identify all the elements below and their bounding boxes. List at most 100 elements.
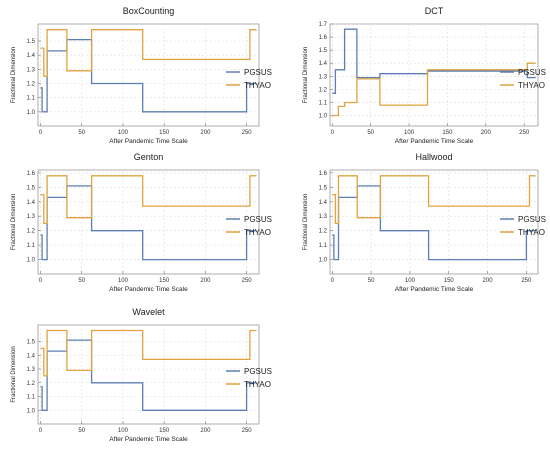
y-tick-label: 1.6 [319,171,328,177]
y-tick-label: 1.6 [319,35,328,41]
y-tick-label: 1.3 [27,67,36,73]
y-tick-label: 1.5 [27,185,36,191]
x-axis-label: After Pandemic Time Scale [395,286,474,293]
x-tick-label: 150 [159,278,170,284]
x-tick-label: 0 [39,278,43,284]
x-tick-label: 250 [521,278,532,284]
series-line-thyao [332,62,536,117]
legend-label-thyao: THYAO [244,380,271,389]
plot-frame [329,23,539,127]
chart-title: BoxCounting [123,6,175,16]
legend-label-pgsus: PGSUS [518,215,546,224]
y-tick-label: 1.3 [319,214,328,220]
y-axis-label: Fractional Dimension [11,194,17,250]
x-tick-label: 200 [483,278,494,284]
x-tick-label: 50 [78,278,85,284]
chart-panel-2: DCT 0 50 100 150 200 250 1.0 1.1 1.2 1.3 1.4 1.5 1.6 1… [303,6,546,145]
x-axis-label: After Pandemic Time Scale [395,138,474,145]
y-tick-label: 1.3 [27,367,36,373]
x-tick-label: 100 [404,130,415,136]
y-tick-label: 1.3 [27,214,36,220]
legend-label-pgsus: PGSUS [244,367,272,376]
x-axis-label: After Pandemic Time Scale [109,286,188,293]
y-tick-label: 1.4 [319,61,328,67]
y-tick-label: 1.5 [27,340,36,346]
y-tick-label: 1.7 [319,22,328,28]
y-axis-label: Fractional Dimension [303,47,309,103]
x-tick-label: 100 [118,278,129,284]
y-tick-label: 1.4 [27,353,36,359]
x-tick-label: 50 [368,278,375,284]
x-tick-label: 0 [39,428,43,434]
series-line-pgsus [332,28,536,94]
y-tick-label: 1.2 [27,381,36,387]
y-tick-label: 1.4 [27,200,36,206]
x-axis-label: After Pandemic Time Scale [109,436,188,443]
x-tick-label: 100 [405,278,416,284]
y-tick-label: 1.0 [319,258,328,264]
x-axis-label: After Pandemic Time Scale [109,138,188,145]
y-tick-label: 1.1 [27,96,36,102]
x-tick-label: 100 [118,428,129,434]
y-tick-label: 1.1 [319,243,328,249]
x-tick-label: 0 [331,130,335,136]
x-tick-label: 150 [159,130,170,136]
x-tick-label: 0 [39,130,43,136]
x-tick-label: 150 [444,278,455,284]
legend-label-thyao: THYAO [518,81,545,90]
y-axis-label: Fractional Dimension [11,346,17,402]
legend-label-thyao: THYAO [244,81,271,90]
y-tick-label: 1.4 [319,200,328,206]
y-tick-label: 1.1 [319,100,328,106]
y-tick-label: 1.5 [27,39,36,45]
x-tick-label: 250 [242,130,253,136]
series-line-thyao [40,175,257,225]
x-tick-label: 0 [331,278,335,284]
y-axis-label: Fractional Dimension [11,47,17,103]
series-line-thyao [40,329,257,377]
x-tick-label: 250 [242,278,253,284]
y-tick-label: 1.0 [27,258,36,264]
chart-title: Hallwood [415,152,452,162]
x-tick-label: 50 [78,428,85,434]
legend-label-thyao: THYAO [518,228,545,237]
chart-title: Genton [134,152,164,162]
chart-panel-5: Wavelet 0 50 100 150 200 250 1.0 1.1 1.2 1.3 1.4 1.5… [11,307,272,443]
x-tick-label: 150 [159,428,170,434]
chart-title: Wavelet [132,307,165,317]
x-tick-label: 200 [200,130,211,136]
x-tick-label: 50 [78,130,85,136]
y-tick-label: 1.0 [27,110,36,116]
y-tick-label: 1.6 [27,171,36,177]
y-tick-label: 1.2 [319,229,328,235]
x-tick-label: 100 [118,130,129,136]
chart-title: DCT [425,6,444,16]
series-line-thyao [332,175,536,225]
y-tick-label: 1.1 [27,395,36,401]
y-tick-label: 1.2 [319,87,328,93]
x-tick-label: 200 [481,130,492,136]
y-tick-label: 1.5 [319,48,328,54]
y-tick-label: 1.1 [27,243,36,249]
x-tick-label: 250 [242,428,253,434]
y-tick-label: 1.0 [27,408,36,414]
legend-label-pgsus: PGSUS [244,68,272,77]
chart-panel-1: BoxCounting 0 50 100 150 200 250 1.0 1.1 1.2 1.3 1.… [11,6,272,145]
y-tick-label: 1.3 [319,74,328,80]
legend-label-pgsus: PGSUS [518,68,546,77]
legend-label-pgsus: PGSUS [244,215,272,224]
y-tick-label: 1.4 [27,53,36,59]
y-tick-label: 1.2 [27,82,36,88]
x-tick-label: 200 [200,278,211,284]
chart-panel-4: Hallwood 0 50 100 150 200 250 1.0 1.1 1.2 1.3 1.4 1.… [303,152,546,293]
y-tick-label: 1.5 [319,185,328,191]
y-axis-label: Fractional Dimension [303,194,309,250]
y-tick-label: 1.0 [319,114,328,120]
y-tick-label: 1.2 [27,229,36,235]
x-tick-label: 150 [442,130,453,136]
series-line-thyao [40,29,257,78]
x-tick-label: 50 [367,130,374,136]
x-tick-label: 200 [200,428,211,434]
